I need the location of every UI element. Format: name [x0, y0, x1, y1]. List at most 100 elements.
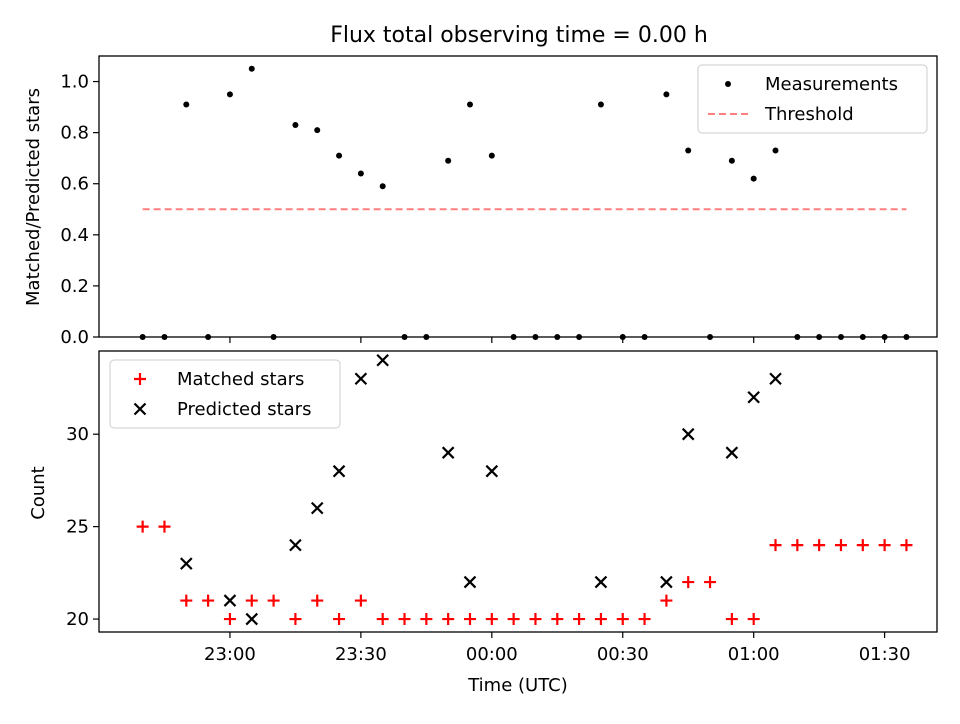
matched-star-point: [376, 613, 389, 626]
x-tick-label: 01:00: [728, 644, 780, 665]
top-legend-label: Threshold: [764, 104, 854, 125]
predicted-star-point: [289, 538, 302, 552]
matched-star-point: [638, 613, 651, 626]
bottom-y-axis-label: Count: [28, 466, 49, 519]
measurement-point: [641, 334, 648, 340]
measurement-point: [466, 101, 473, 108]
measurement-point: [423, 334, 430, 340]
matched-star-point: [507, 613, 520, 626]
measurement-point: [379, 183, 386, 190]
matched-star-point: [616, 613, 629, 626]
matched-star-point: [791, 539, 804, 552]
predicted-star-point: [681, 427, 695, 441]
predicted-star-point: [725, 446, 739, 459]
matched-star-point: [529, 613, 542, 626]
predicted-star-point: [594, 575, 608, 589]
x-tick-label: 01:30: [859, 644, 911, 665]
matched-star-point: [682, 576, 695, 589]
matched-star-point: [223, 613, 236, 626]
bottom-y-tick-label: 20: [66, 609, 89, 630]
measurement-point: [226, 91, 233, 98]
bottom-legend-box: [109, 359, 341, 429]
matched-star-point: [573, 613, 586, 626]
top-y-tick-label: 0.8: [60, 123, 89, 144]
measurement-point: [816, 334, 823, 340]
top-plot-frame: [98, 55, 938, 338]
predicted-star-point: [747, 390, 760, 404]
bottom-plot-frame: [98, 350, 938, 633]
measurement-point: [597, 101, 604, 108]
x-tick-label: 23:00: [204, 644, 256, 665]
measurement-point: [357, 170, 364, 177]
measurement-point: [292, 121, 299, 128]
predicted-star-point: [332, 464, 346, 478]
predicted-star-point: [441, 446, 455, 459]
measurement-point: [532, 334, 539, 340]
matched-star-point: [158, 520, 171, 533]
measurement-point: [183, 101, 190, 108]
bottom-legend: Matched stars Predicted stars: [109, 359, 341, 429]
measurement-point: [859, 334, 866, 340]
top-y-tick-label: 1.0: [60, 72, 89, 93]
predicted-star-point: [376, 353, 389, 367]
measurement-point: [903, 334, 910, 340]
x-tick-label: 00:00: [466, 644, 518, 665]
measurement-point: [576, 334, 583, 340]
bottom-series-0: [136, 520, 913, 626]
measurement-point: [707, 334, 714, 340]
measurement-point: [554, 334, 561, 340]
predicted-star-point: [660, 575, 673, 589]
top-y-tick-label: 0.2: [60, 276, 89, 297]
predicted-star-point: [769, 372, 782, 386]
predicted-star-point: [485, 464, 499, 478]
x-tick-label: 00:30: [597, 644, 649, 665]
matched-star-point: [660, 594, 673, 607]
measurement-point: [401, 334, 408, 340]
predicted-star-point: [245, 612, 259, 626]
top-legend-label: Measurements: [765, 74, 898, 95]
matched-star-point: [551, 613, 564, 626]
bottom-legend-label: Matched stars: [177, 369, 304, 390]
matched-star-point: [245, 594, 258, 607]
top-legend-box: [697, 64, 928, 134]
matched-star-point: [442, 613, 455, 626]
matched-star-point: [594, 613, 607, 626]
measurement-point: [445, 157, 452, 164]
measurement-point: [161, 334, 168, 340]
measurement-point: [488, 152, 495, 159]
predicted-star-point: [180, 557, 193, 570]
bottom-panel: 20 25 30 23:00 23:30 00:00 00:30 01:00 01:30 Matc…: [66, 350, 938, 665]
predicted-star-point: [354, 372, 368, 386]
measurement-point: [685, 147, 692, 154]
bottom-legend-label: Predicted stars: [177, 399, 311, 420]
top-y-axis-label: Matched/Predicted stars: [23, 88, 44, 306]
bottom-y-tick-label: 25: [66, 517, 89, 538]
matched-star-point: [398, 613, 411, 626]
matched-star-point: [311, 594, 324, 607]
matched-star-point: [878, 539, 891, 552]
matched-star-point: [704, 576, 717, 589]
matched-star-point: [136, 520, 149, 533]
legend-measurements-swatch: [725, 81, 731, 87]
measurement-point: [314, 127, 321, 134]
matched-star-point: [289, 613, 302, 626]
x-axis-label: Time (UTC): [467, 675, 568, 696]
matched-star-point: [485, 613, 498, 626]
measurement-point: [139, 334, 146, 340]
matched-star-point: [267, 594, 280, 607]
measurement-point: [750, 175, 757, 182]
matched-star-point: [813, 539, 826, 552]
measurement-point: [663, 91, 670, 98]
figure-title: Flux total observing time = 0.00 h: [330, 23, 708, 48]
matched-star-point: [834, 539, 847, 552]
top-y-tick-label: 0.0: [60, 327, 89, 348]
bottom-y-tick-label: 30: [66, 424, 89, 445]
legend-matched-swatch: [134, 373, 146, 385]
top-y-tick-label: 0.4: [60, 225, 89, 246]
matched-star-point: [333, 613, 346, 626]
matched-star-point: [769, 539, 782, 552]
matched-star-point: [463, 613, 476, 626]
matched-star-point: [856, 539, 869, 552]
